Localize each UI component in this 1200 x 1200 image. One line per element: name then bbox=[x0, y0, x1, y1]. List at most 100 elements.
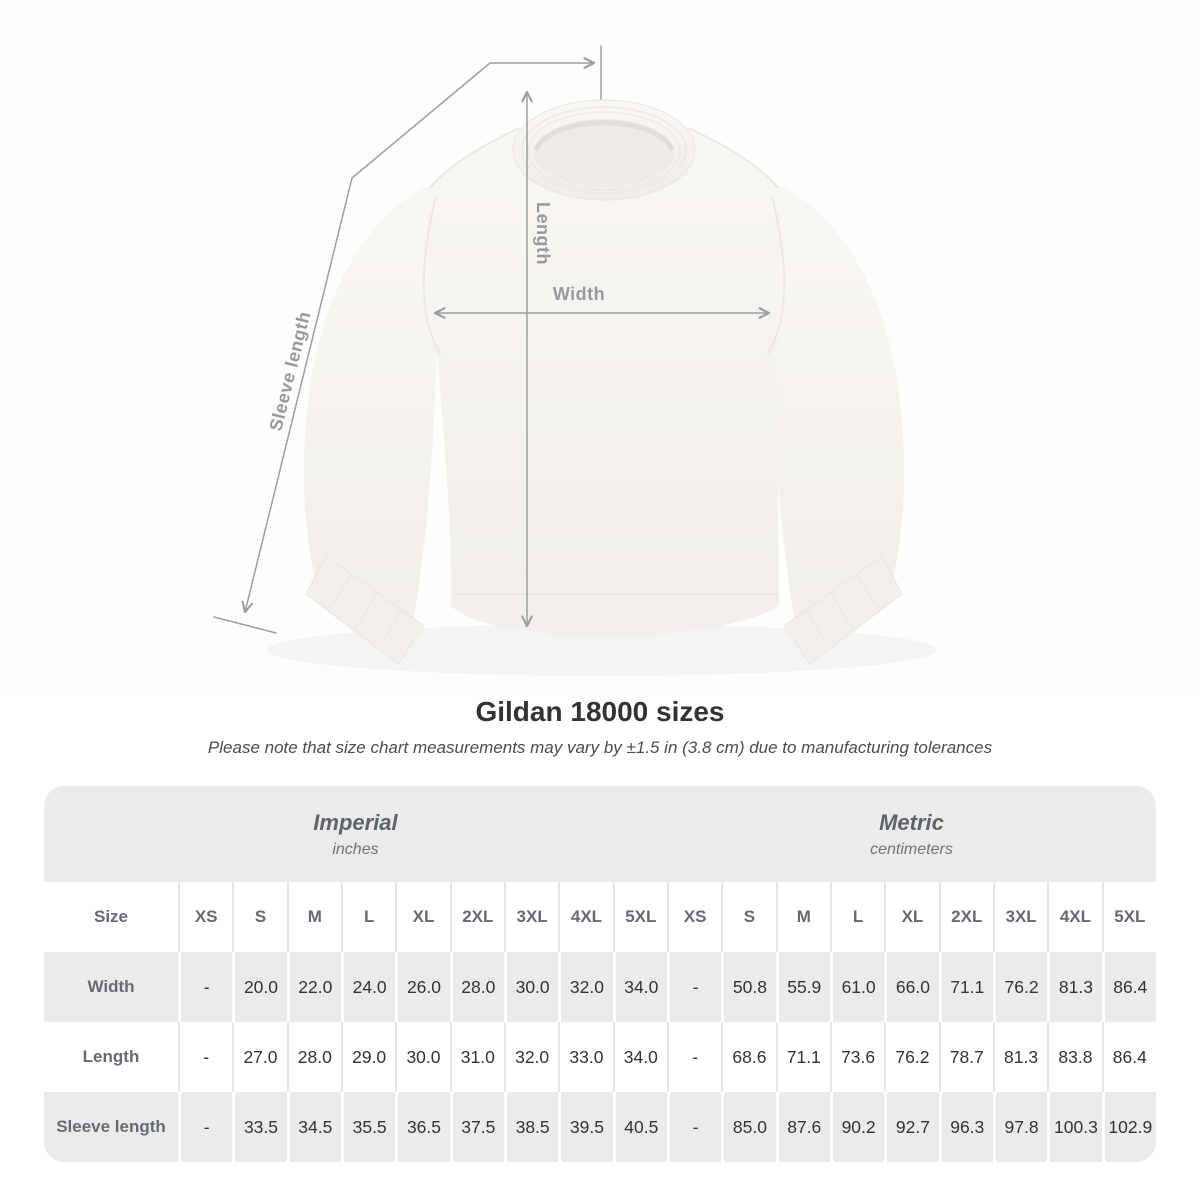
sweatshirt-hem bbox=[451, 559, 779, 636]
size-header-imperial-xs: XS bbox=[178, 882, 233, 952]
value-cell: 38.5 bbox=[503, 1092, 559, 1162]
value-cell: 24.0 bbox=[340, 952, 396, 1022]
unit-header-imperial: Imperial inches bbox=[44, 786, 667, 882]
size-header-metric-3xl: 3XL bbox=[992, 882, 1048, 952]
sweatshirt-cuffs bbox=[305, 555, 903, 665]
size-header-imperial-m: M bbox=[286, 882, 341, 952]
value-cell: 96.3 bbox=[938, 1092, 993, 1162]
size-header-metric-m: M bbox=[775, 882, 830, 952]
size-header-imperial-3xl: 3XL bbox=[503, 882, 559, 952]
size-header-metric-l: L bbox=[829, 882, 885, 952]
value-cell: 34.0 bbox=[612, 952, 667, 1022]
size-header-imperial-xl: XL bbox=[395, 882, 450, 952]
size-header-metric-xs: XS bbox=[666, 882, 722, 952]
value-cell: 35.5 bbox=[340, 1092, 396, 1162]
value-cell: 26.0 bbox=[395, 952, 450, 1022]
value-cell: 83.8 bbox=[1047, 1022, 1102, 1092]
value-cell: 76.2 bbox=[884, 1022, 939, 1092]
value-cell: 28.0 bbox=[286, 1022, 341, 1092]
value-cell: 37.5 bbox=[449, 1092, 504, 1162]
value-cell: 102.9 bbox=[1101, 1092, 1156, 1162]
value-cell: 85.0 bbox=[721, 1092, 776, 1162]
value-cell: - bbox=[178, 1092, 233, 1162]
sleeve-length-line bbox=[241, 62, 491, 614]
imperial-unit: inches bbox=[332, 840, 379, 858]
size-header-metric-5xl: 5XL bbox=[1101, 882, 1156, 952]
size-header-metric-xl: XL bbox=[884, 882, 939, 952]
size-header-metric-4xl: 4XL bbox=[1047, 882, 1102, 952]
size-header-imperial-4xl: 4XL bbox=[558, 882, 613, 952]
value-cell: 32.0 bbox=[558, 952, 613, 1022]
size-col-header: Size bbox=[44, 882, 178, 952]
value-cell: 81.3 bbox=[992, 1022, 1048, 1092]
measurement-row: Length -27.0 28.0 29.0 30.0 31.0 32.0 33.0 34.0-… bbox=[44, 1022, 1156, 1092]
value-cell: - bbox=[178, 1022, 233, 1092]
measurement-row: Width -20.0 22.0 24.0 26.0 28.0 30.0 32.0 34.0-5… bbox=[44, 952, 1156, 1022]
size-header-imperial-s: S bbox=[232, 882, 287, 952]
sweatshirt-sleeves bbox=[303, 186, 905, 658]
value-cell: 61.0 bbox=[829, 952, 885, 1022]
value-cell: 29.0 bbox=[340, 1022, 396, 1092]
row-label: Length bbox=[44, 1022, 178, 1092]
value-cell: 76.2 bbox=[992, 952, 1048, 1022]
metric-label: Metric bbox=[879, 809, 944, 835]
value-cell: 36.5 bbox=[395, 1092, 450, 1162]
size-header-metric-s: S bbox=[721, 882, 776, 952]
metric-unit: centimeters bbox=[870, 840, 953, 858]
sleeve-end-tick bbox=[213, 616, 277, 634]
value-cell: 34.5 bbox=[286, 1092, 341, 1162]
value-cell: 92.7 bbox=[884, 1092, 939, 1162]
size-header-imperial-2xl: 2XL bbox=[449, 882, 504, 952]
sweatshirt-body bbox=[427, 112, 781, 636]
value-cell: 100.3 bbox=[1047, 1092, 1102, 1162]
value-cell: 90.2 bbox=[829, 1092, 885, 1162]
value-cell: - bbox=[666, 1092, 722, 1162]
unit-header-row: Imperial inches Metric centimeters bbox=[44, 786, 1156, 882]
row-label: Sleeve length bbox=[44, 1092, 178, 1162]
value-cell: 32.0 bbox=[503, 1022, 559, 1092]
page-title: Gildan 18000 sizes bbox=[475, 696, 725, 727]
value-cell: - bbox=[178, 952, 233, 1022]
size-header-imperial-l: L bbox=[340, 882, 396, 952]
value-cell: 40.5 bbox=[612, 1092, 667, 1162]
length-label: Length bbox=[533, 202, 553, 265]
measurement-lines bbox=[213, 45, 771, 634]
value-cell: 81.3 bbox=[1047, 952, 1102, 1022]
value-cell: 31.0 bbox=[449, 1022, 504, 1092]
value-cell: 97.8 bbox=[992, 1092, 1048, 1162]
value-cell: 50.8 bbox=[721, 952, 776, 1022]
sweatshirt-illustration: Length Width Sleeve length bbox=[213, 45, 937, 676]
value-cell: 71.1 bbox=[938, 952, 993, 1022]
value-cell: 28.0 bbox=[449, 952, 504, 1022]
size-chart-table: Imperial inches Metric centimeters Size … bbox=[44, 786, 1156, 1162]
value-cell: 55.9 bbox=[775, 952, 830, 1022]
imperial-label: Imperial bbox=[313, 809, 398, 835]
value-cell: 78.7 bbox=[938, 1022, 993, 1092]
sweatshirt-collar bbox=[512, 99, 696, 201]
value-cell: 86.4 bbox=[1101, 1022, 1156, 1092]
size-header-row: Size XS S M L XL 2XL 3XL 4XL 5XL XS S M L XL 2XL 3XL 4XL… bbox=[44, 882, 1156, 952]
value-cell: 68.6 bbox=[721, 1022, 776, 1092]
value-cell: 20.0 bbox=[232, 952, 287, 1022]
value-cell: 34.0 bbox=[612, 1022, 667, 1092]
garment-diagram: Length Width Sleeve length bbox=[213, 45, 937, 676]
size-header-metric-2xl: 2XL bbox=[938, 882, 993, 952]
size-header-imperial-5xl: 5XL bbox=[612, 882, 667, 952]
value-cell: 30.0 bbox=[395, 1022, 450, 1092]
value-cell: 73.6 bbox=[829, 1022, 885, 1092]
value-cell: 87.6 bbox=[775, 1092, 830, 1162]
value-cell: 71.1 bbox=[775, 1022, 830, 1092]
value-cell: 27.0 bbox=[232, 1022, 287, 1092]
value-cell: 39.5 bbox=[558, 1092, 613, 1162]
value-cell: 22.0 bbox=[286, 952, 341, 1022]
value-cell: 86.4 bbox=[1101, 952, 1156, 1022]
value-cell: 66.0 bbox=[884, 952, 939, 1022]
garment-shadow bbox=[267, 624, 937, 676]
value-cell: 30.0 bbox=[503, 952, 559, 1022]
value-cell: 33.0 bbox=[558, 1022, 613, 1092]
value-cell: - bbox=[666, 1022, 722, 1092]
measurement-row: Sleeve length -33.5 34.5 35.5 36.5 37.5 38.5 39… bbox=[44, 1092, 1156, 1162]
unit-header-metric: Metric centimeters bbox=[666, 786, 1156, 882]
sweatshirt-seams bbox=[422, 127, 786, 355]
width-label: Width bbox=[553, 284, 605, 304]
